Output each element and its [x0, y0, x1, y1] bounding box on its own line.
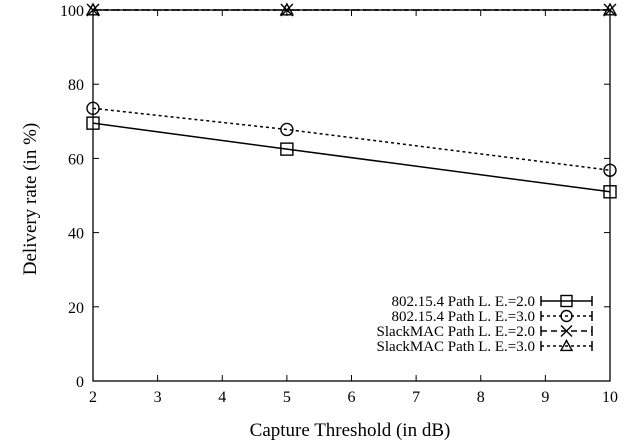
data-point — [603, 163, 617, 177]
data-point — [280, 122, 294, 137]
y-tick-label: 80 — [68, 77, 84, 94]
data-point — [86, 116, 100, 130]
legend-marker — [560, 325, 573, 337]
x-axis-label: Capture Threshold (in dB) — [250, 420, 451, 441]
legend-marker — [560, 309, 573, 323]
legend-label: 802.15.4 Path L. E.=3.0 — [392, 309, 535, 325]
data-point — [85, 2, 101, 16]
series-4 — [85, 2, 618, 16]
data-point — [280, 142, 294, 156]
legend-label: SlackMAC Path L. E.=2.0 — [377, 324, 535, 340]
x-tick-label: 8 — [477, 389, 485, 406]
legend-item: 802.15.4 Path L. E.=2.0 — [392, 294, 593, 310]
x-tick-label: 10 — [602, 389, 618, 406]
series-1 — [86, 116, 617, 199]
series-line — [92, 107, 611, 172]
data-point — [86, 101, 100, 116]
y-tick-label: 100 — [60, 3, 84, 20]
y-tick-label: 60 — [68, 151, 84, 168]
legend-item: SlackMAC Path L. E.=3.0 — [377, 339, 593, 355]
y-tick-label: 20 — [68, 300, 84, 317]
x-tick-label: 3 — [154, 389, 162, 406]
x-tick-label: 9 — [541, 389, 549, 406]
x-tick-label: 4 — [218, 389, 226, 406]
data-point — [279, 2, 295, 16]
legend-item: SlackMAC Path L. E.=2.0 — [377, 324, 593, 340]
y-axis-label: Delivery rate (in %) — [20, 123, 41, 275]
legend-item: 802.15.4 Path L. E.=3.0 — [392, 309, 593, 325]
legend-marker — [559, 339, 574, 352]
data-point — [603, 185, 617, 199]
x-tick-label: 7 — [412, 389, 420, 406]
x-tick-label: 6 — [348, 389, 356, 406]
y-tick-label: 0 — [76, 374, 84, 391]
series-line — [92, 122, 611, 193]
legend-label: SlackMAC Path L. E.=3.0 — [377, 339, 535, 355]
data-point — [602, 2, 618, 16]
legend-label: 802.15.4 Path L. E.=2.0 — [392, 294, 535, 310]
y-tick-label: 40 — [68, 226, 84, 243]
x-tick-label: 5 — [283, 389, 291, 406]
legend-marker — [560, 294, 573, 308]
series-2 — [86, 101, 617, 177]
x-tick-label: 2 — [89, 389, 97, 406]
